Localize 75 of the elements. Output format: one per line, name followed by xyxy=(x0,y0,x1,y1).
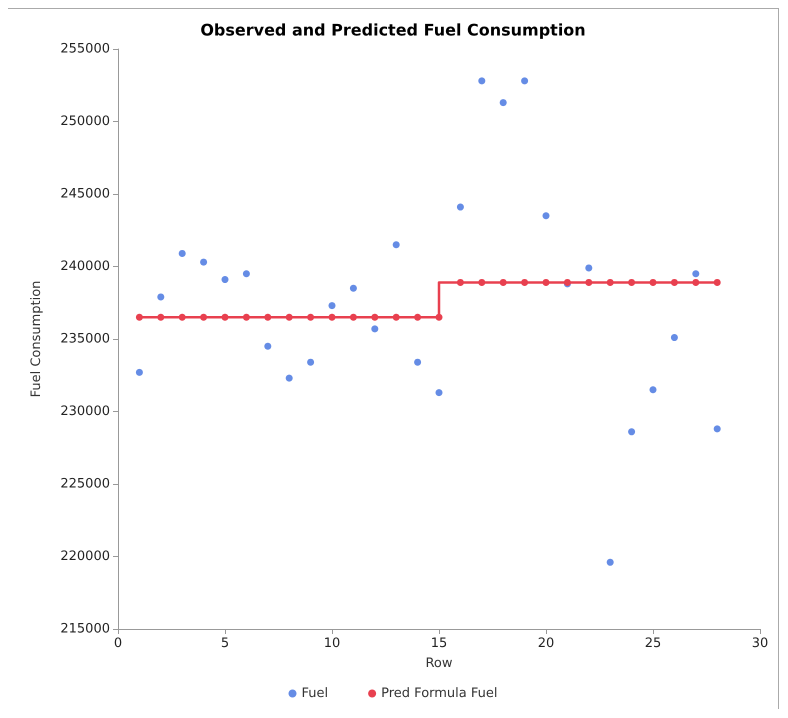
point xyxy=(328,302,336,310)
point xyxy=(200,314,208,321)
x-tick-label: 15 xyxy=(430,636,448,651)
x-tick-label: 0 xyxy=(114,636,122,651)
y-tick-label: 250000 xyxy=(60,114,110,129)
legend-label: Pred Formula Fuel xyxy=(381,686,498,701)
x-axis-title: Row xyxy=(425,656,453,671)
y-tick-label: 255000 xyxy=(60,42,110,56)
y-tick-label: 240000 xyxy=(60,259,110,274)
y-tick-label: 230000 xyxy=(60,404,110,419)
point xyxy=(222,276,228,284)
point xyxy=(307,314,314,321)
y-tick-label: 225000 xyxy=(60,476,110,492)
point xyxy=(286,374,293,382)
y-axis-title: Fuel Consumption xyxy=(29,280,44,398)
point xyxy=(371,325,378,332)
point xyxy=(478,77,486,84)
point xyxy=(606,278,614,286)
point xyxy=(692,278,700,286)
point xyxy=(242,270,250,278)
point xyxy=(157,314,164,321)
point xyxy=(628,278,636,286)
x-tick-label: 20 xyxy=(538,636,554,651)
point xyxy=(350,314,357,321)
legend-label: Fuel xyxy=(302,686,328,701)
x-tick-label: 10 xyxy=(324,636,340,651)
point xyxy=(392,241,400,248)
point xyxy=(264,342,272,350)
x-tick-label: 30 xyxy=(752,636,768,651)
point xyxy=(456,278,464,286)
point xyxy=(500,278,507,286)
point xyxy=(242,314,250,321)
point xyxy=(136,368,143,376)
point xyxy=(714,278,721,286)
point xyxy=(521,77,528,84)
y-tick-label: 245000 xyxy=(60,186,110,202)
point xyxy=(371,314,378,321)
point xyxy=(436,314,442,321)
point xyxy=(436,389,442,396)
point xyxy=(585,264,592,272)
point xyxy=(650,386,656,394)
point xyxy=(628,428,636,436)
point xyxy=(521,278,528,286)
point xyxy=(264,314,272,321)
point xyxy=(136,314,143,321)
point xyxy=(478,278,486,286)
y-tick-label: 220000 xyxy=(60,549,110,564)
point xyxy=(714,425,721,432)
point xyxy=(542,212,550,220)
point xyxy=(414,358,422,366)
point xyxy=(178,250,186,257)
x-tick-label: 5 xyxy=(220,636,230,651)
point xyxy=(157,293,164,300)
point xyxy=(670,334,678,342)
point xyxy=(585,278,592,286)
point xyxy=(542,278,550,286)
point xyxy=(307,358,314,366)
point xyxy=(606,558,614,566)
point xyxy=(286,314,293,321)
point xyxy=(414,314,422,321)
point xyxy=(200,258,208,266)
point xyxy=(222,314,228,321)
point xyxy=(456,204,464,211)
y-tick-label: 235000 xyxy=(60,332,110,346)
point xyxy=(650,278,656,286)
point xyxy=(670,278,678,286)
chart-title: Observed and Predicted Fuel Consumption xyxy=(200,20,586,40)
point xyxy=(328,314,336,321)
y-tick-label: 215000 xyxy=(60,622,110,636)
point xyxy=(692,270,700,278)
point xyxy=(392,314,400,321)
point xyxy=(178,314,186,321)
point xyxy=(350,284,357,292)
x-tick-label: 25 xyxy=(644,636,662,651)
point xyxy=(500,99,507,106)
